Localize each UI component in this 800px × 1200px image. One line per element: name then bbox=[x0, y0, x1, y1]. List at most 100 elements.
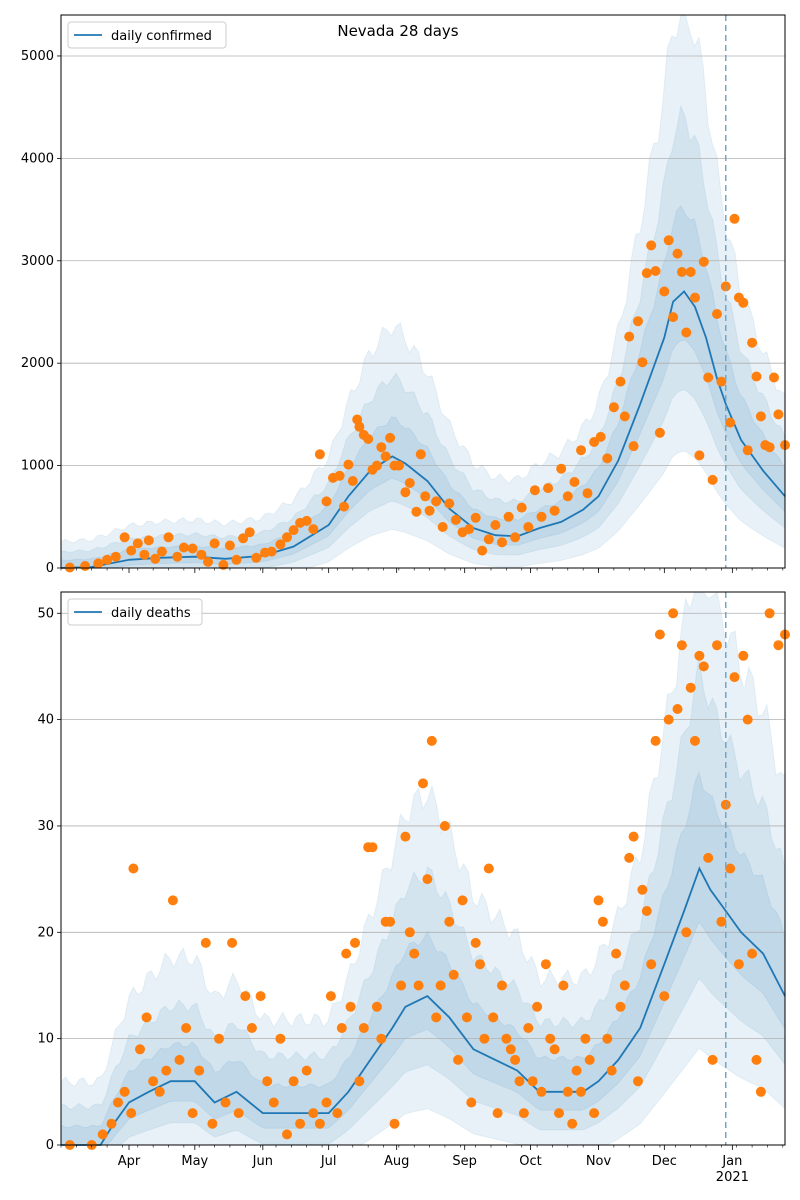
deaths-y-tick-label: 50 bbox=[37, 606, 54, 621]
confirmed-data-point bbox=[773, 409, 784, 420]
deaths-data-point bbox=[584, 1054, 595, 1065]
confirmed-data-point bbox=[582, 488, 593, 499]
deaths-data-point bbox=[135, 1044, 145, 1055]
confirmed-data-point bbox=[516, 502, 527, 513]
deaths-data-point bbox=[606, 1065, 617, 1076]
confirmed-data-point bbox=[595, 431, 606, 442]
confirmed-data-point bbox=[354, 421, 365, 432]
deaths-data-point bbox=[128, 863, 139, 874]
confirmed-data-point bbox=[224, 540, 235, 551]
confirmed-data-point bbox=[156, 546, 167, 557]
deaths-data-point bbox=[549, 1044, 560, 1055]
confirmed-data-point bbox=[334, 470, 345, 481]
confirmed-data-point bbox=[172, 551, 183, 562]
confirmed-data-point bbox=[742, 445, 753, 456]
confirmed-data-point bbox=[380, 451, 391, 462]
deaths-data-point bbox=[532, 1001, 543, 1012]
deaths-data-point bbox=[681, 927, 692, 938]
deaths-data-point bbox=[167, 895, 178, 906]
deaths-data-point bbox=[174, 1054, 185, 1065]
deaths-data-point bbox=[637, 884, 648, 895]
x-tick-label: May bbox=[181, 1154, 208, 1169]
deaths-data-point bbox=[126, 1108, 137, 1119]
deaths-y-tick-label: 30 bbox=[37, 819, 54, 834]
confirmed-data-point bbox=[536, 511, 547, 522]
confirmed-data-point bbox=[529, 485, 540, 496]
deaths-data-point bbox=[350, 937, 360, 948]
deaths-data-point bbox=[716, 916, 727, 927]
deaths-data-point bbox=[396, 980, 407, 991]
deaths-data-point bbox=[641, 906, 652, 916]
deaths-panel: 0 10 20 30 40 50 Apr May Jun Jul Aug Sep Oct Nov Dec Ja… bbox=[37, 591, 790, 1185]
confirmed-legend-box bbox=[67, 21, 227, 49]
deaths-data-point bbox=[558, 980, 569, 991]
deaths-data-point bbox=[255, 991, 266, 1002]
x-tick-label: Sep bbox=[452, 1154, 477, 1169]
confirmed-data-point bbox=[755, 411, 766, 422]
deaths-data-point bbox=[453, 1054, 464, 1065]
deaths-data-point bbox=[510, 1054, 521, 1065]
deaths-data-point bbox=[694, 650, 705, 661]
deaths-data-point bbox=[611, 948, 622, 959]
confirmed-data-point bbox=[400, 487, 411, 498]
confirmed-data-point bbox=[80, 561, 91, 571]
x-tick-label: Dec bbox=[652, 1154, 677, 1169]
confirmed-data-point bbox=[93, 558, 104, 569]
confirmed-data-point bbox=[619, 411, 630, 422]
deaths-data-point bbox=[227, 937, 238, 948]
deaths-data-point bbox=[461, 1012, 472, 1023]
confirmed-data-point bbox=[209, 538, 220, 549]
confirmed-legend: daily confirmed bbox=[67, 21, 227, 49]
deaths-data-point bbox=[729, 672, 740, 683]
confirmed-data-point bbox=[132, 538, 143, 549]
deaths-data-point bbox=[275, 1033, 286, 1044]
confirmed-data-point bbox=[450, 514, 461, 525]
deaths-data-point bbox=[597, 916, 608, 927]
deaths-data-point bbox=[325, 991, 336, 1002]
deaths-data-point bbox=[214, 1033, 224, 1044]
deaths-data-point bbox=[97, 1129, 108, 1140]
deaths-data-point bbox=[497, 980, 507, 991]
deaths-series bbox=[61, 866, 786, 1146]
confirmed-data-point bbox=[143, 535, 154, 546]
deaths-ticks: 0 10 20 30 40 50 Apr May Jun Jul Aug Sep Oct Nov Dec Ja… bbox=[37, 606, 784, 1185]
deaths-data-point bbox=[385, 916, 396, 927]
confirmed-data-point bbox=[376, 442, 387, 453]
confirmed-data-point bbox=[549, 505, 560, 516]
confirmed-data-point bbox=[764, 442, 775, 453]
deaths-legend-box bbox=[67, 598, 203, 626]
confirmed-data-point bbox=[347, 476, 358, 486]
confirmed-y-tick-label: 1000 bbox=[21, 459, 54, 474]
deaths-data-point bbox=[439, 821, 450, 831]
deaths-data-point bbox=[113, 1097, 123, 1108]
deaths-data-point bbox=[536, 1086, 547, 1097]
confirmed-data-point bbox=[363, 434, 374, 444]
confirmed-data-point bbox=[231, 554, 242, 565]
confirmed-data-point bbox=[641, 268, 652, 279]
deaths-data-point bbox=[194, 1065, 205, 1076]
deaths-data-point bbox=[764, 608, 775, 619]
deaths-data-point bbox=[725, 863, 736, 874]
deaths-data-point bbox=[755, 1086, 766, 1097]
confirmed-data-point bbox=[747, 337, 758, 348]
deaths-data-point bbox=[470, 937, 481, 948]
deaths-data-point bbox=[650, 735, 661, 746]
confirmed-data-point bbox=[110, 551, 121, 562]
deaths-data-point bbox=[663, 714, 674, 725]
deaths-data-point bbox=[492, 1108, 503, 1119]
confirmed-data-point bbox=[187, 543, 198, 554]
confirmed-data-point bbox=[385, 432, 396, 443]
deaths-data-point bbox=[619, 980, 630, 991]
deaths-data-point bbox=[448, 969, 459, 980]
deaths-data-point bbox=[426, 735, 437, 746]
confirmed-data-point bbox=[694, 450, 705, 461]
confirmed-legend-label: daily confirmed bbox=[111, 29, 212, 44]
deaths-data-point bbox=[220, 1097, 231, 1108]
confirmed-data-point bbox=[690, 292, 700, 303]
deaths-data-point bbox=[233, 1108, 244, 1119]
deaths-data-point bbox=[154, 1086, 165, 1097]
confirmed-data-point bbox=[668, 312, 679, 323]
deaths-data-point bbox=[336, 1023, 347, 1033]
confirmed-data-point bbox=[288, 525, 299, 536]
confirmed-data-point bbox=[126, 545, 137, 556]
